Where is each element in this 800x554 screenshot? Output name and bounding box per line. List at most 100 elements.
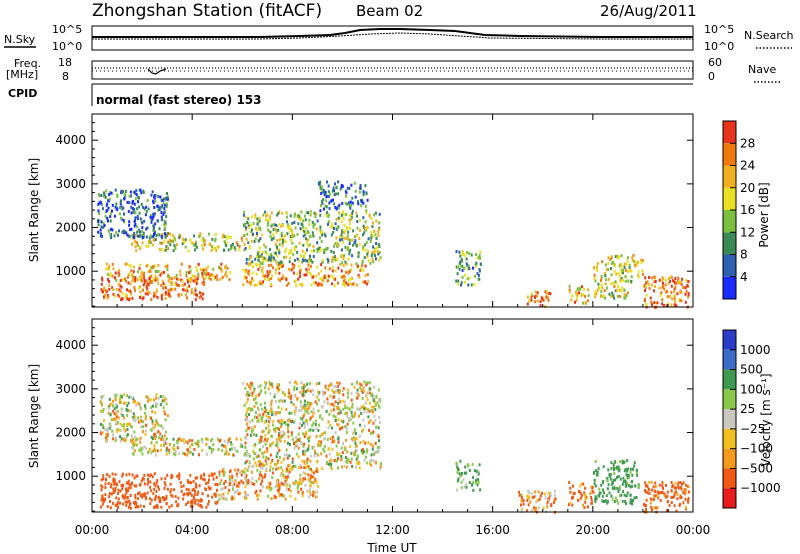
data-cell <box>651 498 654 502</box>
data-cell <box>256 283 259 287</box>
data-cell <box>370 405 373 409</box>
data-cell <box>277 228 280 232</box>
data-cell <box>144 495 147 499</box>
data-cell <box>309 488 311 492</box>
data-cell <box>332 435 334 439</box>
data-cell <box>301 228 304 232</box>
data-cell <box>100 402 103 405</box>
data-cell <box>248 269 250 273</box>
data-cell <box>654 485 657 488</box>
data-cell <box>270 282 272 286</box>
data-cell <box>163 211 166 215</box>
data-cell <box>342 387 345 391</box>
data-cell <box>134 276 137 280</box>
data-cell <box>125 491 128 495</box>
data-cell <box>628 263 631 267</box>
data-cell <box>308 267 311 271</box>
data-cell <box>121 292 124 296</box>
data-cell <box>215 249 218 253</box>
data-cell <box>131 395 134 399</box>
data-cell <box>205 442 208 446</box>
data-cell <box>250 223 252 227</box>
data-cell <box>652 485 655 489</box>
data-cell <box>650 300 653 304</box>
data-cell <box>319 282 322 286</box>
data-cell <box>291 466 294 469</box>
data-cell <box>101 410 104 414</box>
data-cell <box>275 245 278 249</box>
data-cell <box>243 248 246 252</box>
data-cell <box>97 209 100 213</box>
data-cell <box>156 503 159 507</box>
data-cell <box>143 278 146 282</box>
data-cell <box>146 263 149 267</box>
data-cell <box>164 397 167 401</box>
data-cell <box>345 194 347 198</box>
data-cell <box>180 438 183 442</box>
data-cell <box>306 402 309 406</box>
data-cell <box>340 269 343 273</box>
data-cell <box>365 450 368 454</box>
data-cell <box>345 431 348 434</box>
data-cell <box>140 419 142 423</box>
data-cell <box>100 478 103 482</box>
data-cell <box>202 277 205 281</box>
data-cell <box>130 269 133 273</box>
data-cell <box>214 483 217 486</box>
data-cell <box>197 262 200 266</box>
data-cell <box>187 249 190 253</box>
data-cell <box>613 472 616 475</box>
data-cell <box>285 467 288 471</box>
data-cell <box>222 486 225 490</box>
data-cell <box>465 485 468 489</box>
data-cell <box>354 465 357 469</box>
data-cell <box>342 389 344 393</box>
data-cell <box>467 464 470 468</box>
data-cell <box>319 209 322 213</box>
data-cell <box>255 394 258 398</box>
data-cell <box>189 450 192 454</box>
data-cell <box>635 470 638 474</box>
data-cell <box>270 277 273 280</box>
data-cell <box>284 422 287 426</box>
data-cell <box>121 487 124 491</box>
data-cell <box>300 210 303 214</box>
data-cell <box>262 213 265 217</box>
data-cell <box>104 439 107 443</box>
data-cell <box>136 230 139 234</box>
data-cell <box>255 401 258 405</box>
data-cell <box>155 440 158 444</box>
data-cell <box>468 267 471 271</box>
data-cell <box>214 237 217 241</box>
data-cell <box>301 260 304 264</box>
data-cell <box>310 402 313 406</box>
data-cell <box>190 288 193 292</box>
data-cell <box>295 245 298 249</box>
cpid-label: CPID <box>8 87 37 100</box>
data-cell <box>271 266 274 270</box>
data-cell <box>181 279 184 283</box>
data-cell <box>246 407 249 411</box>
data-cell <box>220 269 223 273</box>
data-cell <box>275 455 278 459</box>
data-cell <box>304 449 307 453</box>
data-cell <box>154 505 157 508</box>
data-cell <box>134 289 137 292</box>
data-cell <box>115 415 118 419</box>
data-cell <box>207 273 210 277</box>
data-cell <box>299 482 302 486</box>
data-cell <box>132 452 135 456</box>
data-cell <box>363 406 366 410</box>
data-cell <box>645 284 647 288</box>
data-cell <box>231 479 234 483</box>
data-cell <box>202 247 205 251</box>
data-cell <box>261 262 264 265</box>
data-cell <box>626 291 629 295</box>
data-cell <box>631 259 634 262</box>
data-cell <box>571 294 574 298</box>
data-cell <box>475 261 478 265</box>
data-cell <box>353 451 356 455</box>
data-cell <box>648 287 651 290</box>
data-cell <box>327 274 330 278</box>
data-cell <box>155 481 158 485</box>
